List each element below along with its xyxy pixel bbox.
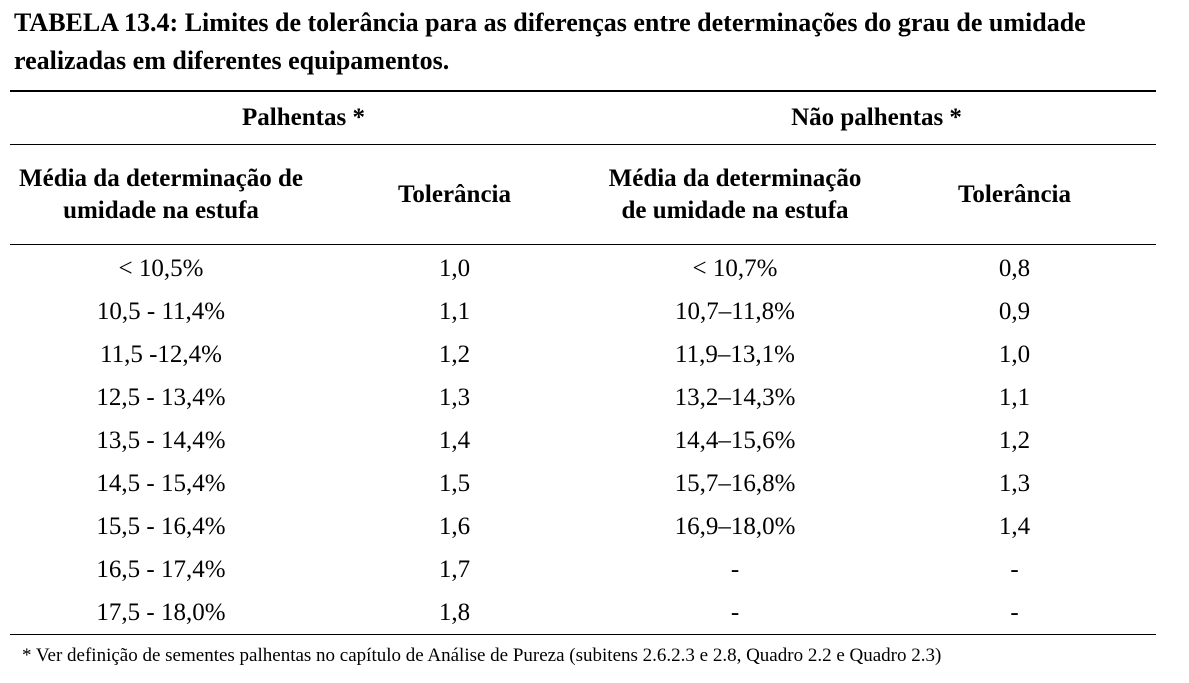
table-cell: 1,1 xyxy=(438,297,471,325)
table-cell: 0,8 xyxy=(998,254,1031,282)
table-cell: 14,5 - 15,4% xyxy=(96,469,226,497)
table-cell: 16,5 - 17,4% xyxy=(96,555,226,583)
column-header-media-nao-palhentas: Média da determinação de umidade na estu… xyxy=(597,144,873,245)
table-title: TABELA 13.4: Limites de tolerância para … xyxy=(14,8,1086,75)
column-header-tolerancia-palhentas: Tolerância xyxy=(312,144,597,245)
tolerance-table: Palhentas * Não palhentas * Média da det… xyxy=(10,90,1156,635)
table-cell: 1,4 xyxy=(998,512,1031,540)
column-header-media-palhentas: Média da determinação de umidade na estu… xyxy=(10,144,312,245)
table-row: 15,5 - 16,4% 1,6 16,9–18,0% 1,4 xyxy=(10,505,1156,548)
table-cell: 11,9–13,1% xyxy=(675,340,795,368)
table-cell: 16,9–18,0% xyxy=(674,512,796,540)
column-header-tolerancia-nao-palhentas: Tolerância xyxy=(873,144,1156,245)
table-cell: 14,4–15,6% xyxy=(674,426,796,454)
table-cell: 15,5 - 16,4% xyxy=(96,512,226,540)
table-cell: 0,9 xyxy=(998,297,1031,325)
column-header-row: Média da determinação de umidade na estu… xyxy=(10,144,1156,245)
table-row: 16,5 - 17,4% 1,7 - - xyxy=(10,548,1156,591)
group-header-row: Palhentas * Não palhentas * xyxy=(10,90,1156,145)
table-row: < 10,5% 1,0 < 10,7% 0,8 xyxy=(10,245,1156,291)
table-cell: 1,5 xyxy=(438,469,471,497)
table-cell: 10,7–11,8% xyxy=(675,297,795,325)
table-cell: 1,1 xyxy=(998,383,1031,411)
table-row: 10,5 - 11,4% 1,1 10,7–11,8% 0,9 xyxy=(10,290,1156,333)
table-cell: 1,0 xyxy=(998,340,1031,368)
group-header-palhentas: Palhentas * xyxy=(10,90,597,145)
table-cell: 1,2 xyxy=(438,340,471,368)
table-cell: - xyxy=(730,555,740,583)
footnote: * Ver definição de sementes palhentas no… xyxy=(22,645,942,666)
group-header-nao-palhentas: Não palhentas * xyxy=(597,90,1156,145)
table-row: 11,5 -12,4% 1,2 11,9–13,1% 1,0 xyxy=(10,333,1156,376)
table-cell: 1,3 xyxy=(438,383,471,411)
table-cell: 1,7 xyxy=(438,555,471,583)
table-cell: 1,4 xyxy=(438,426,471,454)
table-cell: 10,5 - 11,4% xyxy=(96,297,226,325)
table-row: 14,5 - 15,4% 1,5 15,7–16,8% 1,3 xyxy=(10,462,1156,505)
table-row: 17,5 - 18,0% 1,8 - - xyxy=(10,591,1156,635)
table-cell: < 10,7% xyxy=(692,254,778,282)
table-cell: - xyxy=(873,591,1156,635)
table-row: 12,5 - 13,4% 1,3 13,2–14,3% 1,1 xyxy=(10,376,1156,419)
table-cell: 1,2 xyxy=(998,426,1031,454)
table-cell: 13,2–14,3% xyxy=(674,383,796,411)
table-cell: 13,5 - 14,4% xyxy=(96,426,226,454)
table-cell: < 10,5% xyxy=(118,254,204,282)
table-cell: 1,8 xyxy=(312,591,597,635)
table-cell: 17,5 - 18,0% xyxy=(10,591,312,635)
table-cell: 15,7–16,8% xyxy=(674,469,796,497)
table-cell: 1,0 xyxy=(438,254,471,282)
table-cell: - xyxy=(597,591,873,635)
table-row: 13,5 - 14,4% 1,4 14,4–15,6% 1,2 xyxy=(10,419,1156,462)
table-cell: 11,5 -12,4% xyxy=(100,340,222,368)
table-cell: 12,5 - 13,4% xyxy=(96,383,226,411)
table-cell: 1,6 xyxy=(438,512,471,540)
table-cell: 1,3 xyxy=(998,469,1031,497)
table-cell: - xyxy=(1010,555,1019,583)
